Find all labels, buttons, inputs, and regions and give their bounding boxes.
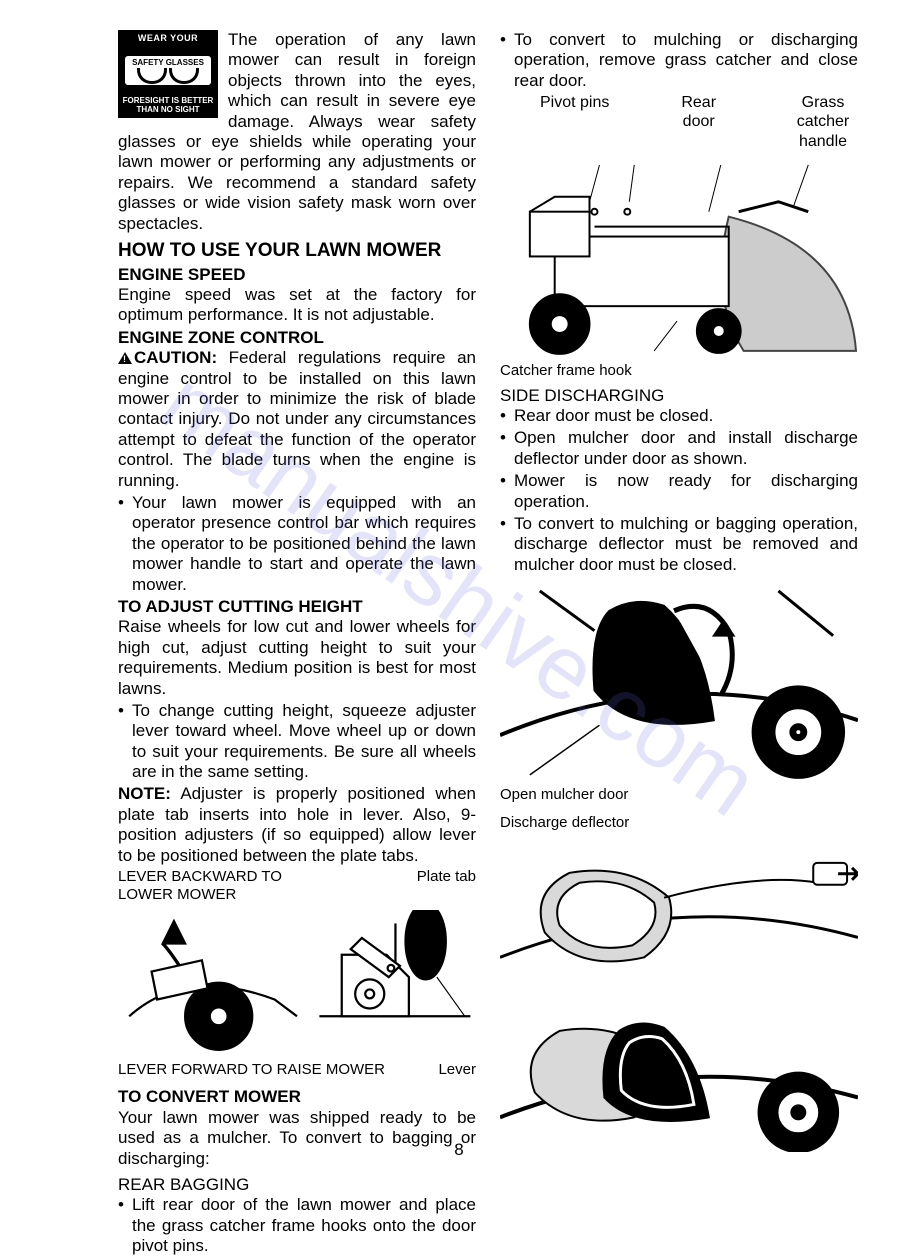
zone-control-list: Your lawn mower is equipped with an oper… <box>118 493 476 595</box>
lens-left <box>137 68 167 84</box>
figure-mulcher-door <box>500 581 858 780</box>
caution-label: CAUTION: <box>134 348 217 367</box>
glasses-icon <box>127 68 209 84</box>
safety-glasses-badge: WEAR YOUR SAFETY GLASSES FORESIGHT IS BE… <box>118 30 218 118</box>
note-text: Adjuster is properly positioned when pla… <box>118 784 476 864</box>
discharge-deflector-svg <box>500 838 858 997</box>
lens-right <box>169 68 199 84</box>
badge-glasses-box: SAFETY GLASSES <box>125 56 211 86</box>
fig1-lever-forward-label: LEVER FORWARD TO RAISE MOWER <box>118 1061 385 1079</box>
rear-bagging-svg <box>500 157 858 356</box>
adjust-list: To change cutting height, squeeze adjust… <box>118 701 476 783</box>
figure-deflector-installed <box>500 1003 858 1152</box>
convert-paragraph: Your lawn mower was shipped ready to be … <box>118 1108 476 1169</box>
badge-line4: THAN NO SIGHT <box>136 105 199 114</box>
fig4-deflector-label: Discharge deflector <box>500 814 858 832</box>
badge-line3: FORESIGHT IS BETTER <box>123 96 214 105</box>
left-column: WEAR YOUR SAFETY GLASSES FORESIGHT IS BE… <box>118 30 476 1259</box>
heading-side-discharging: SIDE DISCHARGING <box>500 386 858 406</box>
fig2-grass-handle-label: Grass catcher handle <box>788 93 858 151</box>
fig2-rear-door-label: Rear door <box>671 93 726 151</box>
list-item: Mower is now ready for discharging opera… <box>514 471 858 512</box>
fig1-bottom-labels: LEVER FORWARD TO RAISE MOWER Lever <box>118 1061 476 1079</box>
list-item: Rear door must be closed. <box>514 406 858 426</box>
badge-foresight: FORESIGHT IS BETTER THAN NO SIGHT <box>121 97 215 115</box>
badge-line2: SAFETY GLASSES <box>132 58 204 67</box>
warning-triangle-icon <box>118 352 132 364</box>
list-item: To convert to mulching or discharging op… <box>514 30 858 91</box>
heading-engine-zone: ENGINE ZONE CONTROL <box>118 328 476 348</box>
lever-diagram-svg <box>118 910 476 1055</box>
two-column-layout: WEAR YOUR SAFETY GLASSES FORESIGHT IS BE… <box>118 30 858 1259</box>
figure-rear-bagging <box>500 157 858 356</box>
figure-lever-adjustment <box>118 910 476 1055</box>
note-label: NOTE: <box>118 784 171 803</box>
fig3-mulcher-label: Open mulcher door <box>500 786 858 804</box>
heading-adjust-height: TO ADJUST CUTTING HEIGHT <box>118 597 476 617</box>
fig2-hook-label: Catcher frame hook <box>500 362 858 380</box>
fig1-lever-label: Lever <box>438 1061 476 1079</box>
figure-discharge-deflector <box>500 838 858 997</box>
fig1-top-labels: LEVER BACKWARD TO LOWER MOWER Plate tab <box>118 868 476 904</box>
convert-mulching-list: To convert to mulching or discharging op… <box>500 30 858 91</box>
heading-how-to-use: HOW TO USE YOUR LAWN MOWER <box>118 240 476 263</box>
fig2-top-labels: Pivot pins Rear door Grass catcher handl… <box>500 93 858 151</box>
list-item: To convert to mulching or bagging operat… <box>514 514 858 575</box>
heading-rear-bagging: REAR BAGGING <box>118 1175 476 1195</box>
rear-bagging-list: Lift rear door of the lawn mower and pla… <box>118 1195 476 1256</box>
side-discharging-list: Rear door must be closed. Open mulcher d… <box>500 406 858 575</box>
adjust-paragraph: Raise wheels for low cut and lower wheel… <box>118 617 476 699</box>
engine-speed-paragraph: Engine speed was set at the factory for … <box>118 285 476 326</box>
fig1-lever-backward-label: LEVER BACKWARD TO LOWER MOWER <box>118 868 315 904</box>
badge-line1: WEAR YOUR <box>121 33 215 44</box>
list-item: Your lawn mower is equipped with an oper… <box>132 493 476 595</box>
deflector-installed-svg <box>500 1003 858 1152</box>
list-item: Lift rear door of the lawn mower and pla… <box>132 1195 476 1256</box>
mulcher-door-svg <box>500 581 858 780</box>
right-column: To convert to mulching or discharging op… <box>500 30 858 1259</box>
fig2-pivot-label: Pivot pins <box>540 93 609 151</box>
list-item: Open mulcher door and install discharge … <box>514 428 858 469</box>
fig1-plate-tab-label: Plate tab <box>417 868 476 904</box>
note-paragraph: NOTE: Adjuster is properly positioned wh… <box>118 784 476 866</box>
caution-paragraph: CAUTION: Federal regulations require an … <box>118 348 476 491</box>
heading-engine-speed: ENGINE SPEED <box>118 265 476 285</box>
caution-text: Federal regulations require an engine co… <box>118 348 476 489</box>
list-item: To change cutting height, squeeze adjust… <box>132 701 476 783</box>
page-number: 8 <box>454 1140 463 1160</box>
heading-convert-mower: TO CONVERT MOWER <box>118 1087 476 1107</box>
